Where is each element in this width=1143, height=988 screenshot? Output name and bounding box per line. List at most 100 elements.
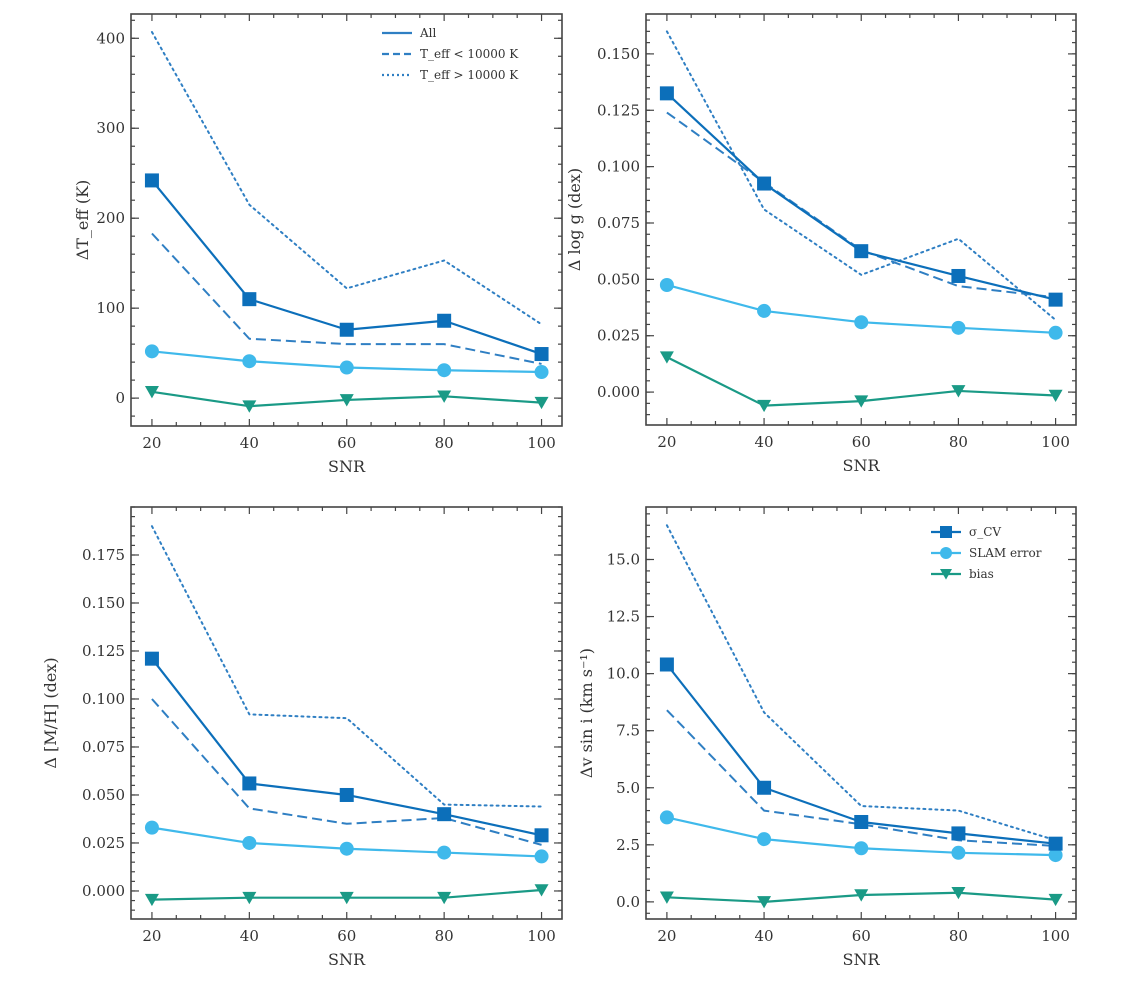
data-point-square [144,173,159,188]
x-tick-label: 60 [852,433,871,451]
data-point-triangle-down [854,395,869,408]
data-point-triangle-down [659,351,674,364]
x-tick-label: 100 [1041,433,1070,451]
x-axis-label: SNR [328,950,366,969]
series-bias-solid [144,884,549,907]
x-tick-label: 20 [657,433,676,451]
legend-label: σ_CV [969,525,1001,539]
data-point-triangle-down [1048,893,1063,907]
y-tick-label: 0.025 [597,327,640,345]
y-tick-label: 0.100 [82,690,125,708]
data-point-triangle-down [1048,389,1063,403]
data-point-square [1048,292,1063,307]
y-tick-label: 12.5 [607,608,640,626]
data-point-circle [242,835,257,850]
data-point-triangle-down [144,386,159,399]
data-point-circle [1048,325,1063,340]
y-tick-label: 0.125 [82,642,125,660]
data-point-square [242,776,257,791]
y-axis-label: Δv sin i (km s⁻¹) [577,648,596,778]
data-point-triangle-down [951,886,966,900]
legend-label: T_eff < 10000 K [420,47,519,61]
y-axis-label: Δ [M/H] (dex) [41,657,60,768]
series-slam_error-solid [144,344,549,380]
y-tick-label: 15.0 [607,550,640,568]
panel-bottom-left: 20 40 60 80 100 0.000 0.025 0.050 0.075 0.100 0.12… [41,506,563,969]
data-point-triangle-down [951,385,966,398]
series-line [666,709,1056,847]
data-point-triangle-down [534,396,549,410]
data-point-circle [659,277,674,292]
data-point-circle [339,841,354,856]
y-tick-label: 0.125 [597,101,640,119]
series-subset-dotted [665,524,1057,842]
legend-marker-circle [940,547,952,559]
data-point-square [437,313,452,328]
panel-top-left: 20 40 60 80 100 0 100 200 300 400 SNR ΔT_eff (K) All… [73,13,563,476]
series-line [666,92,1056,301]
series-slam_error-solid [659,277,1063,340]
x-tick-label: 20 [142,927,161,945]
y-tick-label: 200 [96,209,125,227]
axes-frame [645,13,1077,426]
plot-area [144,30,549,413]
x-tick-label: 20 [657,927,676,945]
y-tick-label: 5.0 [616,779,640,797]
data-point-circle [659,810,674,825]
data-point-square [339,322,354,337]
data-point-circle [951,845,966,860]
y-tick-label: 0.150 [82,594,125,612]
data-point-triangle-down [242,400,257,413]
x-tick-label: 80 [435,927,454,945]
series-subset-dashed [666,111,1056,299]
legend-label: T_eff > 10000 K [420,68,519,82]
series-subset-dashed [151,698,542,846]
data-point-circle [534,365,549,380]
data-point-triangle-down [854,889,869,902]
x-tick-label: 40 [240,927,259,945]
data-point-triangle-down [339,394,354,407]
y-tick-label: 0.0 [616,893,640,911]
plot-area [659,524,1063,909]
legend: All T_eff < 10000 K T_eff > 10000 K [382,26,519,82]
data-point-circle [242,354,257,369]
data-point-square [242,292,257,307]
data-point-circle [339,360,354,375]
data-point-circle [757,303,772,318]
data-point-square [757,780,772,795]
data-point-square [534,828,549,843]
y-tick-label: 400 [96,29,125,47]
data-point-square [659,86,674,101]
y-tick-label: 2.5 [616,836,640,854]
data-point-circle [757,832,772,847]
data-point-square [659,657,674,672]
series-bias-solid [144,386,549,413]
x-tick-label: 100 [527,927,556,945]
y-tick-label: 0.075 [82,738,125,756]
series-line [665,524,1057,842]
y-tick-label: 0.050 [82,786,125,804]
legend-marker-square [940,526,952,538]
series-subset-dotted [665,30,1057,321]
y-tick-label: 0 [115,389,125,407]
data-point-circle [951,320,966,335]
data-point-triangle-down [437,891,452,905]
data-point-triangle-down [757,399,772,413]
data-point-circle [1048,848,1063,863]
y-tick-label: 0.150 [597,45,640,63]
series-subset-dotted [150,30,543,326]
series-subset-dotted [150,525,543,808]
series-sigma_cv-solid [659,86,1063,307]
legend: σ_CV SLAM error bias [931,525,1042,581]
panel-bottom-right: 20 40 60 80 100 0.0 2.5 5.0 7.5 10.0 12.5 15.0 SNR Δv… [577,506,1077,969]
panel-top-right: 20 40 60 80 100 0.000 0.025 0.050 0.075 0.100 0.12… [565,13,1077,475]
y-tick-label: 7.5 [616,722,640,740]
y-tick-label: 0.075 [597,214,640,232]
plot-area [659,30,1063,413]
x-tick-label: 40 [755,433,774,451]
y-tick-label: 300 [96,119,125,137]
x-axis-label: SNR [842,456,880,475]
legend-marker-triangle-down [940,569,952,580]
data-point-square [437,807,452,822]
